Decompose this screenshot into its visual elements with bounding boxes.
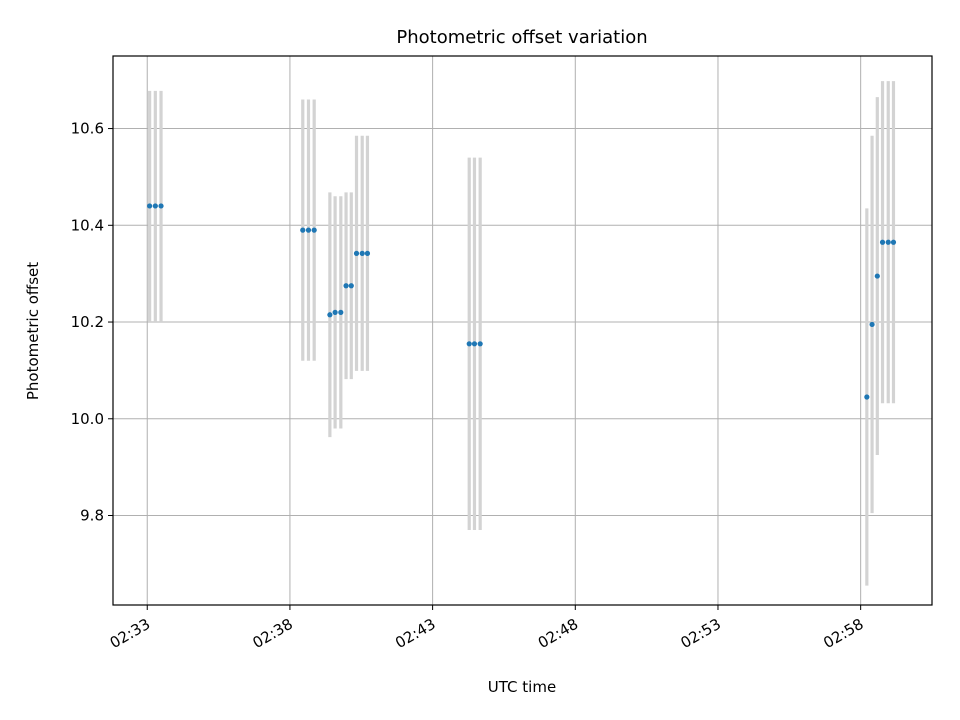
data-point xyxy=(147,203,153,209)
data-points xyxy=(147,203,897,400)
y-tick-label: 10.6 xyxy=(71,120,104,138)
y-tick-label: 10.2 xyxy=(71,313,104,331)
y-tick-label: 10.4 xyxy=(71,216,104,234)
y-axis-ticks: 9.8 10.0 10.2 10.4 10.6 xyxy=(71,120,113,525)
data-point xyxy=(874,273,880,279)
data-point xyxy=(338,309,344,315)
grid xyxy=(113,56,932,605)
data-point xyxy=(300,227,306,233)
y-tick-label: 10.0 xyxy=(71,410,104,428)
data-point xyxy=(327,312,333,318)
data-point xyxy=(353,250,360,256)
x-tick-label: 02:38 xyxy=(249,615,295,652)
x-tick-label: 02:33 xyxy=(107,615,153,652)
x-tick-label: 02:43 xyxy=(392,615,438,652)
data-point xyxy=(348,283,354,289)
data-point xyxy=(890,239,897,245)
x-tick-label: 02:58 xyxy=(820,615,866,652)
data-point xyxy=(305,227,312,233)
x-axis-ticks: 02:33 02:38 02:43 02:48 02:53 02:58 xyxy=(107,605,867,652)
data-point xyxy=(364,250,371,256)
data-point xyxy=(879,239,886,245)
data-point xyxy=(869,321,875,328)
y-axis-label: Photometric offset xyxy=(24,262,42,400)
data-point xyxy=(158,203,164,209)
data-point xyxy=(152,203,158,209)
plot-frame xyxy=(112,55,933,606)
data-point xyxy=(332,309,338,315)
data-point xyxy=(359,250,365,256)
x-axis-label: UTC time xyxy=(488,678,556,696)
error-bars xyxy=(148,81,896,586)
data-point xyxy=(311,227,317,233)
chart-title: Photometric offset variation xyxy=(396,27,647,48)
data-point xyxy=(477,341,483,347)
x-tick-label: 02:53 xyxy=(678,615,724,652)
data-point xyxy=(466,341,472,347)
data-point xyxy=(864,394,870,400)
data-point xyxy=(885,239,891,245)
y-tick-label: 9.8 xyxy=(80,507,104,525)
data-point xyxy=(343,283,349,289)
x-tick-label: 02:48 xyxy=(535,615,581,652)
data-point xyxy=(471,341,478,347)
